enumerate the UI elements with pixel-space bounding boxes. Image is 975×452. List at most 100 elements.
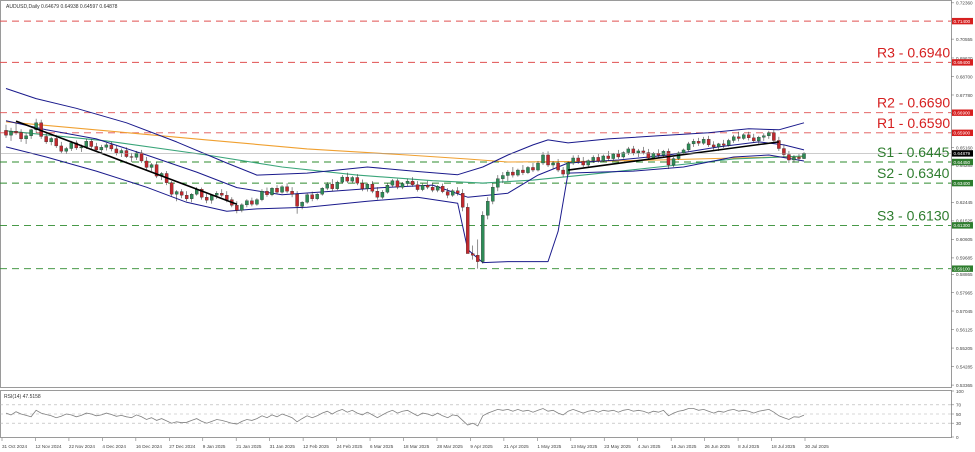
price-tick-label: 0.57965: [956, 290, 973, 295]
price-tag-extra-1: [952, 265, 973, 272]
price-tick-label: 0.69620: [956, 56, 973, 61]
price-tick-label: 0.67780: [956, 93, 973, 98]
candle-body: [571, 157, 575, 164]
candle-body: [651, 153, 656, 159]
price-tag-s2: [952, 179, 973, 187]
price-tick-label: 0.64285: [956, 163, 973, 168]
time-tick-label: 22 Nov 2024: [69, 444, 95, 449]
price-tick-label: 0.59685: [956, 256, 973, 261]
candle-body: [265, 191, 269, 195]
candle-body: [280, 186, 284, 193]
candle-body: [450, 190, 455, 196]
price-pane: AUDUSD,Daily 0.64679 0.64938 0.64597 0.6…: [0, 0, 952, 388]
candle-body: [616, 153, 621, 158]
candle-body: [19, 132, 23, 140]
candle-body: [169, 182, 174, 195]
candle-body: [641, 150, 646, 153]
candle-body: [114, 148, 119, 154]
rsi-pane: RSI(14) 47.5158: [0, 390, 952, 438]
candle-body: [305, 194, 309, 203]
current-price-tag: [952, 150, 973, 157]
price-tick-label: 0.57045: [956, 309, 973, 314]
price-tick-label: 0.56125: [956, 327, 973, 332]
time-tick-label: 21 Apr 2025: [504, 444, 529, 449]
price-tick-label: 0.70555: [956, 37, 973, 42]
candle-body: [481, 215, 485, 262]
price-tag-text-s2: 0.63400: [954, 181, 971, 186]
candle-body: [631, 148, 636, 154]
level-label-r2: R2 - 0.6690: [877, 95, 950, 111]
candle-body: [561, 169, 565, 175]
price-tag-r2: [952, 109, 973, 116]
time-tick-label: 27 Dec 2024: [169, 444, 195, 449]
candle-body: [511, 171, 515, 176]
candle-body: [9, 131, 13, 136]
candle-body: [521, 169, 525, 173]
level-label-s1: S1 - 0.6445: [877, 144, 950, 160]
candle-body: [14, 131, 18, 133]
candle-body: [586, 160, 590, 166]
candle-body: [706, 139, 711, 146]
time-tick-label: 26 Jun 2025: [705, 444, 731, 449]
candle-body: [591, 157, 595, 161]
candle-body: [410, 180, 415, 185]
price-tick-label: 0.60605: [956, 237, 973, 242]
candle-body: [295, 194, 299, 207]
rsi-tick-label: 0: [956, 435, 959, 440]
candle-body: [415, 184, 420, 190]
candle-body: [777, 140, 781, 149]
candle-body: [189, 194, 194, 199]
price-tick-label: 0.58865: [956, 272, 973, 277]
price-tag-text-extra-0: 0.71400: [954, 19, 971, 24]
price-tick-label: 0.55205: [956, 346, 973, 351]
candle-body: [174, 191, 179, 195]
time-tick-label: 16 Jun 2025: [671, 444, 697, 449]
time-tick-label: 23 May 2025: [604, 444, 631, 449]
candle-body: [385, 184, 390, 193]
candle-body: [772, 132, 776, 141]
candle-body: [134, 152, 139, 158]
price-tag-text-extra-1: 0.59100: [954, 266, 971, 271]
candle-body: [260, 191, 264, 200]
candle-body: [215, 193, 219, 196]
candle-body: [787, 154, 791, 161]
candle-body: [792, 157, 796, 161]
price-tag-text-r3: 0.69400: [954, 60, 971, 65]
candle-body: [300, 202, 304, 207]
candle-body: [4, 130, 8, 136]
candle-body: [29, 129, 33, 136]
candle-body: [200, 189, 204, 198]
trendline-0: [15, 120, 238, 206]
candles-layer: [4, 118, 806, 269]
candle-body: [340, 176, 344, 183]
time-tick-label: 4 Dec 2024: [102, 444, 126, 449]
time-tick-label: 31 Jan 2025: [270, 444, 296, 449]
candle-body: [69, 142, 73, 149]
candle-body: [430, 187, 435, 191]
candle-body: [742, 134, 746, 139]
candle-body: [79, 146, 83, 149]
candle-body: [154, 164, 159, 177]
level-labels-layer: R3 - 0.6940 R2 - 0.6690 R1 - 0.6590 S1 - 0.…: [877, 44, 950, 223]
candle-body: [345, 176, 349, 182]
candle-body: [546, 154, 550, 166]
candle-body: [491, 187, 495, 202]
candle-body: [360, 182, 365, 189]
bollinger-upper-line: [5, 88, 805, 176]
price-tick-label: 0.53365: [956, 383, 973, 388]
time-tick-label: 28 Mar 2025: [437, 444, 463, 449]
candle-body: [104, 144, 109, 148]
candle-body: [596, 157, 600, 162]
candle-body: [626, 148, 631, 153]
candle-body: [250, 200, 254, 205]
support-resistance-layer: [0, 20, 951, 270]
time-tick-label: 8 Jul 2025: [738, 444, 760, 449]
candle-body: [320, 188, 324, 195]
time-tick-label: 12 Feb 2025: [303, 444, 329, 449]
moving-average-green-line: [5, 130, 805, 184]
candle-body: [400, 183, 405, 188]
candle-body: [536, 162, 540, 171]
time-tick-label: 31 Oct 2024: [2, 444, 27, 449]
rsi-axis: 100 70 50 30 0: [951, 389, 964, 440]
